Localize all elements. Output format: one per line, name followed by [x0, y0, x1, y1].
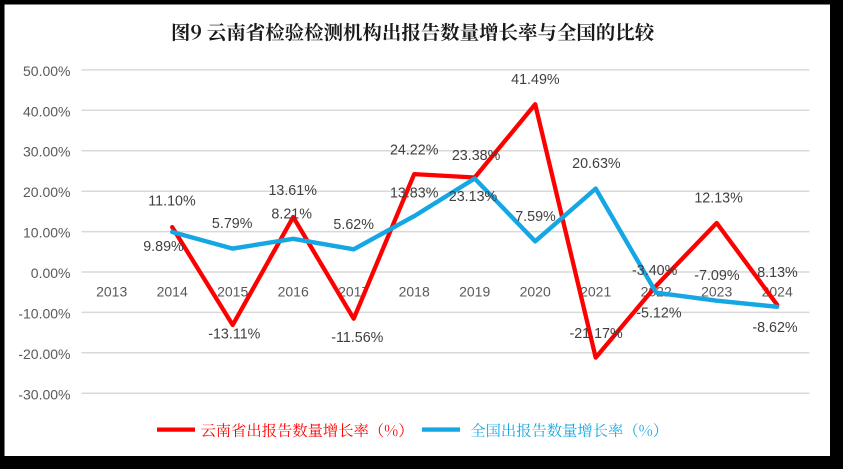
svg-text:-5.12%: -5.12%	[636, 305, 682, 321]
svg-text:2015: 2015	[217, 284, 248, 300]
svg-text:2014: 2014	[157, 284, 188, 300]
svg-text:10.00%: 10.00%	[23, 225, 70, 241]
svg-text:-21.17%: -21.17%	[569, 326, 623, 342]
svg-text:0.00%: 0.00%	[31, 265, 71, 281]
svg-text:7.59%: 7.59%	[515, 209, 556, 225]
svg-text:-10.00%: -10.00%	[18, 305, 70, 321]
svg-text:2020: 2020	[520, 284, 551, 300]
svg-text:11.10%: 11.10%	[148, 194, 196, 210]
svg-text:20.00%: 20.00%	[23, 184, 70, 200]
svg-text:50.00%: 50.00%	[23, 63, 70, 79]
svg-text:12.13%: 12.13%	[694, 190, 743, 206]
svg-text:-7.09%: -7.09%	[694, 268, 740, 284]
svg-text:2013: 2013	[96, 284, 127, 300]
svg-text:23.38%: 23.38%	[452, 148, 501, 164]
svg-text:20.63%: 20.63%	[572, 156, 621, 172]
svg-text:-30.00%: -30.00%	[18, 386, 70, 402]
svg-text:5.79%: 5.79%	[212, 216, 253, 232]
svg-text:24.22%: 24.22%	[390, 143, 439, 159]
svg-text:13.83%: 13.83%	[390, 185, 439, 201]
svg-text:30.00%: 30.00%	[23, 144, 70, 160]
svg-text:-20.00%: -20.00%	[18, 346, 70, 362]
svg-text:-11.56%: -11.56%	[331, 330, 383, 346]
svg-text:5.62%: 5.62%	[333, 217, 374, 233]
svg-text:41.49%: 41.49%	[511, 72, 560, 88]
svg-text:-8.62%: -8.62%	[752, 320, 798, 336]
svg-text:-3.40%: -3.40%	[632, 263, 678, 279]
svg-text:8.21%: 8.21%	[271, 207, 312, 223]
svg-text:2023: 2023	[701, 284, 732, 300]
svg-text:2018: 2018	[399, 284, 430, 300]
svg-text:13.61%: 13.61%	[268, 183, 317, 199]
svg-text:2016: 2016	[278, 284, 309, 300]
svg-text:2021: 2021	[580, 284, 611, 300]
svg-text:40.00%: 40.00%	[23, 103, 70, 119]
svg-text:8.13%: 8.13%	[757, 265, 798, 281]
svg-text:23.13%: 23.13%	[449, 189, 498, 205]
svg-text:-13.11%: -13.11%	[208, 326, 260, 342]
svg-text:2019: 2019	[459, 284, 490, 300]
svg-text:9.89%: 9.89%	[143, 239, 184, 255]
